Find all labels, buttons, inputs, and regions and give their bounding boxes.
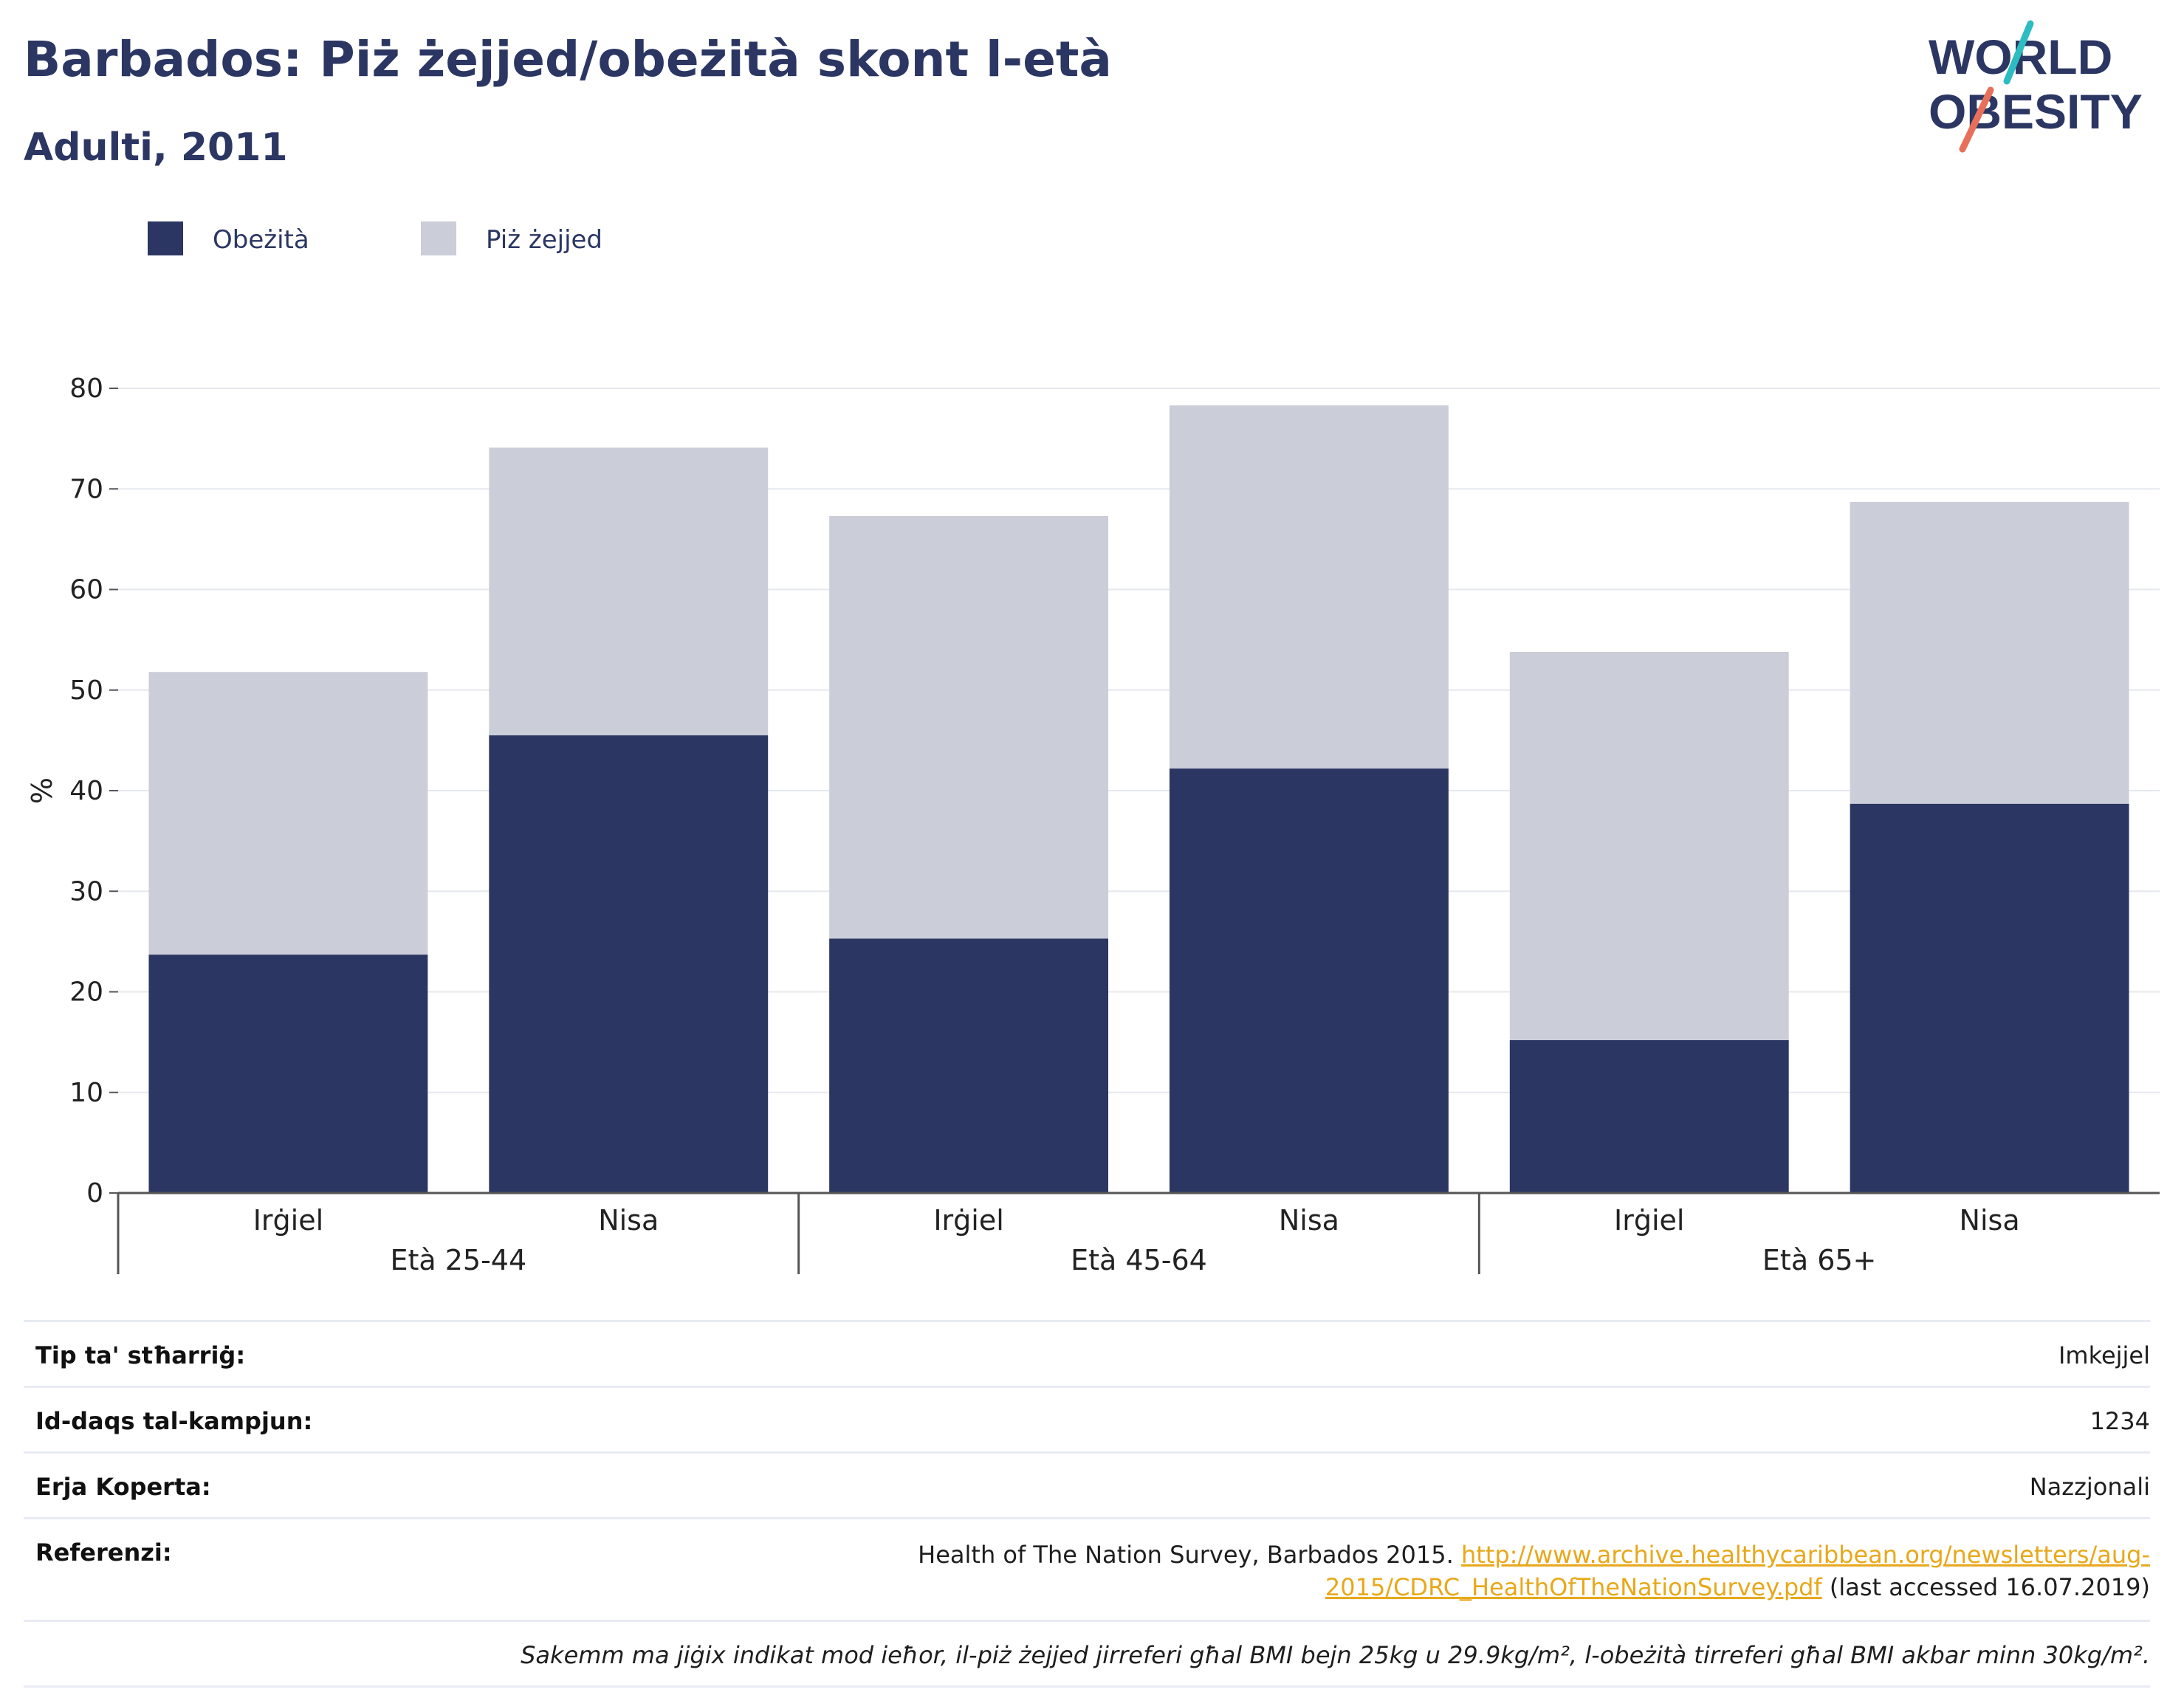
reference-text: Health of The Nation Survey, Barbados 20…	[918, 1538, 2150, 1603]
chart-legend: Obeżità Piż żejjed	[148, 221, 602, 255]
info-row-note: Sakemm ma jiġix indikat mod ieħor, il-pi…	[24, 1620, 2150, 1688]
info-value: Nazzjonali	[2030, 1473, 2150, 1501]
stacked-bar-chart: Obeżità Piż żejjed 0 10 20 30 40 50 60 70 80% Irġi…	[0, 170, 2184, 1292]
chart-subtitle: Adulti, 2011	[24, 126, 288, 170]
bar-obesity	[489, 735, 768, 1193]
x-tick-label: Irġiel	[933, 1204, 1003, 1237]
bar-obesity	[1510, 1040, 1789, 1193]
legend-swatch-0	[148, 221, 183, 255]
x-tick-label: Nisa	[1279, 1204, 1339, 1237]
group-label: Età 45-64	[1071, 1244, 1207, 1276]
logo-line2: OBESITY	[1929, 84, 2143, 139]
y-tick-label: 80	[69, 374, 103, 404]
y-tick-label: 20	[69, 977, 103, 1008]
y-tick-label: 60	[69, 575, 103, 605]
bar-overweight	[829, 516, 1108, 938]
definition-note: Sakemm ma jiġix indikat mod ieħor, il-pi…	[35, 1641, 2150, 1669]
x-tick-label: Irġiel	[253, 1204, 323, 1237]
y-tick-label: 70	[69, 474, 103, 504]
y-tick-label: 10	[69, 1078, 103, 1108]
x-tick-label: Irġiel	[1614, 1204, 1684, 1237]
reference-link[interactable]: http://www.archive.healthycaribbean.org/…	[1461, 1541, 2150, 1569]
bar-obesity	[1850, 804, 2129, 1193]
logo-line1: WORLD	[1929, 30, 2112, 84]
bar-overweight	[1510, 652, 1789, 1040]
bars	[148, 405, 2129, 1193]
group-label: Età 25-44	[390, 1244, 526, 1276]
y-tick-label: 30	[69, 876, 103, 907]
y-tick-label: 0	[86, 1178, 103, 1208]
info-label: Id-daqs tal-kampjun:	[35, 1407, 312, 1435]
reference-source: Health of The Nation Survey, Barbados 20…	[918, 1541, 1454, 1569]
info-value: 1234	[2090, 1407, 2150, 1435]
info-row-survey-type: Tip ta' stħarriġ: Imkejjel	[24, 1320, 2150, 1386]
bar-obesity	[1170, 769, 1449, 1193]
legend-label-1: Piż żejjed	[486, 225, 602, 255]
group-label: Età 65+	[1762, 1244, 1876, 1276]
info-label: Erja Koperta:	[35, 1473, 211, 1501]
info-table: Tip ta' stħarriġ: Imkejjel Id-daqs tal-k…	[24, 1320, 2150, 1688]
chart-title: Barbados: Piż żejjed/obeżità skont l-età	[24, 31, 1112, 88]
legend-swatch-1	[421, 221, 456, 255]
x-tick-label: Nisa	[1960, 1204, 2020, 1237]
bar-overweight	[148, 672, 427, 955]
info-value: Imkejjel	[2058, 1341, 2150, 1369]
reference-link-cont[interactable]: 2015/CDRC_HealthOfTheNationSurvey.pdf	[1325, 1573, 1822, 1601]
bar-overweight	[489, 447, 768, 735]
bar-obesity	[148, 955, 427, 1193]
bar-obesity	[829, 938, 1108, 1193]
y-tick-label: 50	[69, 675, 103, 706]
legend-label-0: Obeżità	[213, 225, 309, 255]
y-tick-label: 40	[69, 776, 103, 806]
info-label: Tip ta' stħarriġ:	[35, 1341, 245, 1369]
info-row-sample-size: Id-daqs tal-kampjun: 1234	[24, 1386, 2150, 1451]
x-tick-label: Nisa	[598, 1204, 659, 1237]
world-obesity-logo: WORLD OBESITY	[1920, 16, 2171, 157]
info-label: Referenzi:	[35, 1538, 172, 1567]
info-row-references: Referenzi: Health of The Nation Survey, …	[24, 1517, 2150, 1620]
bar-overweight	[1850, 502, 2129, 804]
reference-accessed: (last accessed 16.07.2019)	[1830, 1573, 2150, 1601]
bar-overweight	[1170, 405, 1449, 769]
y-axis-label: %	[26, 777, 58, 804]
info-row-area-covered: Erja Koperta: Nazzjonali	[24, 1451, 2150, 1517]
